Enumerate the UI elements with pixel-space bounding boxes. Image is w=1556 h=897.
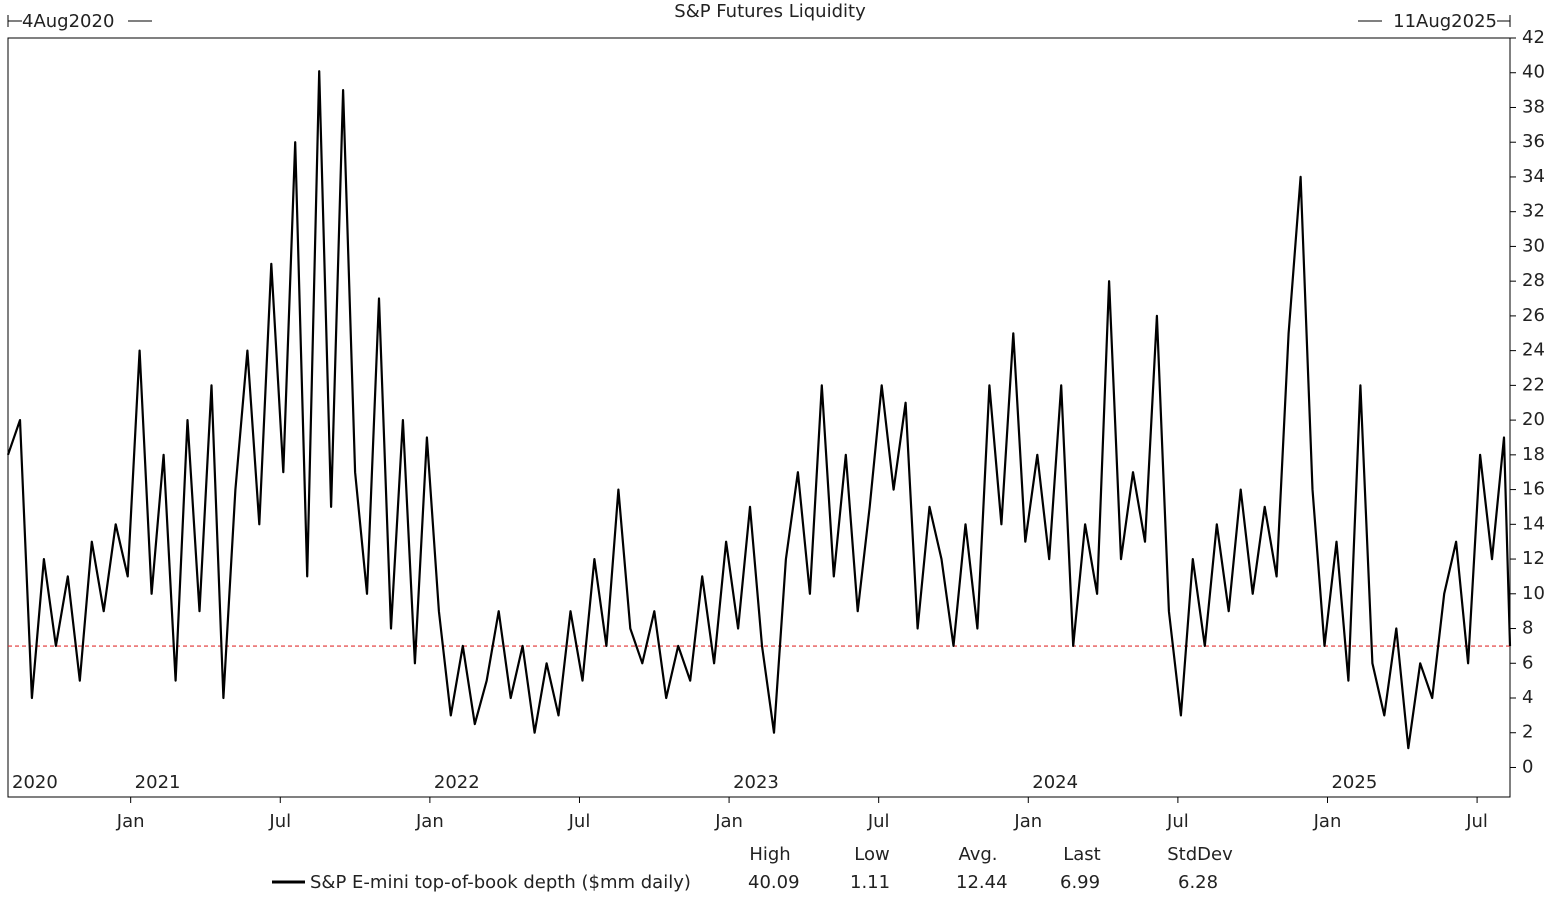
end-date: 11Aug2025 — [1393, 11, 1497, 32]
y-tick-label: 40 — [1522, 62, 1545, 83]
y-tick-label: 36 — [1522, 131, 1545, 152]
x-tick-label: Jan — [1313, 811, 1342, 832]
year-label: 2024 — [1032, 772, 1078, 793]
plot-frame — [7, 37, 1511, 798]
x-tick-label: Jan — [116, 811, 145, 832]
y-tick-label: 16 — [1522, 479, 1545, 500]
stat-value: 1.11 — [850, 872, 890, 893]
y-tick-label: 2 — [1522, 722, 1533, 743]
y-tick-label: 22 — [1522, 374, 1545, 395]
y-tick-label: 20 — [1522, 409, 1545, 430]
x-tick-label: Jul — [1166, 811, 1189, 832]
y-tick-label: 6 — [1522, 652, 1533, 673]
legend-label: S&P E-mini top-of-book depth ($mm daily) — [310, 872, 691, 893]
y-tick-label: 38 — [1522, 96, 1545, 117]
x-tick-label: Jul — [268, 811, 291, 832]
y-tick-label: 0 — [1522, 756, 1533, 777]
y-tick-label: 10 — [1522, 583, 1545, 604]
y-tick-label: 34 — [1522, 166, 1545, 187]
x-tick-label: Jul — [568, 811, 591, 832]
stat-value: 12.44 — [956, 872, 1008, 893]
x-tick-label: Jan — [714, 811, 743, 832]
y-tick-label: 18 — [1522, 444, 1545, 465]
stat-header: StdDev — [1167, 844, 1233, 865]
stat-header: Avg. — [958, 844, 997, 865]
y-tick-label: 30 — [1522, 235, 1545, 256]
year-label: 2021 — [135, 772, 181, 793]
stat-header: High — [749, 844, 790, 865]
year-label: 2022 — [434, 772, 480, 793]
y-tick-label: 14 — [1522, 513, 1545, 534]
y-tick-label: 42 — [1522, 27, 1545, 48]
stat-value: 6.99 — [1060, 872, 1100, 893]
x-tick-label: Jan — [1013, 811, 1042, 832]
y-tick-label: 26 — [1522, 305, 1545, 326]
year-label: 2025 — [1331, 772, 1377, 793]
y-tick-label: 12 — [1522, 548, 1545, 569]
stat-header: Last — [1063, 844, 1101, 865]
x-tick-label: Jul — [867, 811, 890, 832]
x-tick-label: Jan — [415, 811, 444, 832]
series-line — [6, 70, 1512, 750]
y-tick-label: 4 — [1522, 687, 1533, 708]
stat-header: Low — [854, 844, 889, 865]
year-label: 2023 — [733, 772, 779, 793]
y-tick-label: 32 — [1522, 201, 1545, 222]
stat-value: 6.28 — [1178, 872, 1218, 893]
year-label: 2020 — [12, 772, 58, 793]
start-date: 4Aug2020 — [22, 11, 114, 32]
y-tick-label: 8 — [1522, 618, 1533, 639]
x-tick-label: Jul — [1465, 811, 1488, 832]
y-tick-label: 24 — [1522, 340, 1545, 361]
stat-value: 40.09 — [748, 872, 800, 893]
y-tick-label: 28 — [1522, 270, 1545, 291]
chart-title: S&P Futures Liquidity — [674, 1, 866, 22]
